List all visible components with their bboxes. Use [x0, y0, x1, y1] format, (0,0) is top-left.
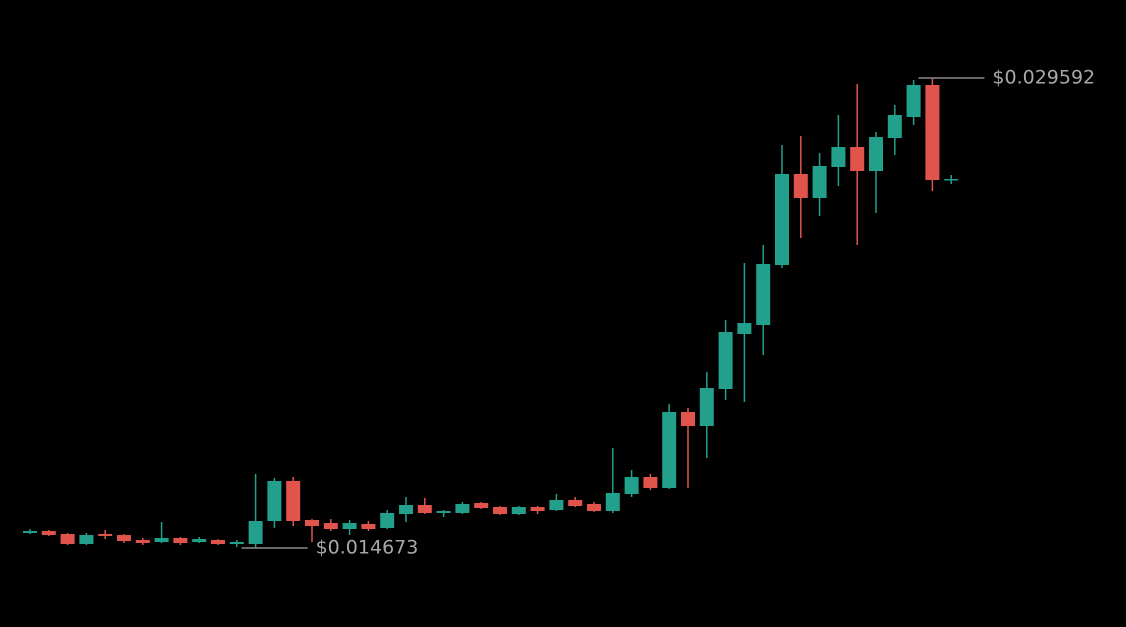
- candle-body: [211, 539, 225, 544]
- candle-body: [605, 492, 620, 512]
- candle-body: [718, 332, 733, 390]
- candle-body: [831, 146, 846, 167]
- candle-body: [342, 523, 357, 530]
- candle-body: [493, 507, 507, 515]
- candle-body: [662, 411, 677, 488]
- candle-body: [944, 179, 959, 181]
- candle-body: [135, 539, 150, 543]
- candle-body: [568, 499, 583, 507]
- candle-body: [305, 519, 319, 527]
- candle-body: [23, 531, 37, 534]
- candle-body: [699, 387, 714, 426]
- candle-body: [286, 480, 301, 522]
- candle-body: [399, 504, 413, 515]
- candle-body: [79, 535, 94, 544]
- candle-body: [511, 507, 526, 515]
- candle-body: [98, 534, 113, 536]
- candle-body: [436, 511, 451, 513]
- candle-body: [530, 507, 545, 512]
- candle-body: [474, 503, 489, 508]
- candle-body: [869, 137, 883, 171]
- candle-body: [906, 84, 921, 118]
- candle-body: [643, 476, 658, 488]
- candle-body: [925, 84, 940, 181]
- candle-body: [229, 542, 244, 544]
- candle-body: [624, 476, 639, 495]
- candle-body: [323, 523, 338, 530]
- candle-body: [681, 411, 695, 426]
- candle-body: [380, 512, 395, 528]
- candle-body: [417, 504, 432, 513]
- candle-body: [549, 499, 564, 511]
- candle-body: [756, 263, 771, 325]
- annotation-label: $0.029592: [992, 67, 1095, 89]
- candle-body: [60, 534, 75, 544]
- candle-body: [248, 521, 263, 544]
- candle-body: [361, 523, 376, 530]
- candle-body: [793, 173, 808, 198]
- candle-body: [267, 480, 282, 522]
- candle-body: [812, 165, 827, 198]
- candle-body: [154, 538, 169, 543]
- candle-body: [117, 535, 131, 542]
- candle-body: [850, 146, 865, 171]
- annotation-label: $0.014673: [316, 537, 419, 559]
- candle-body: [737, 323, 752, 334]
- candle-body: [455, 503, 470, 513]
- candle-body: [41, 531, 56, 536]
- candle-body: [173, 538, 188, 543]
- candle-body: [192, 539, 207, 543]
- candle-body: [775, 173, 789, 266]
- candle-body: [587, 503, 601, 512]
- candle-body: [887, 114, 902, 139]
